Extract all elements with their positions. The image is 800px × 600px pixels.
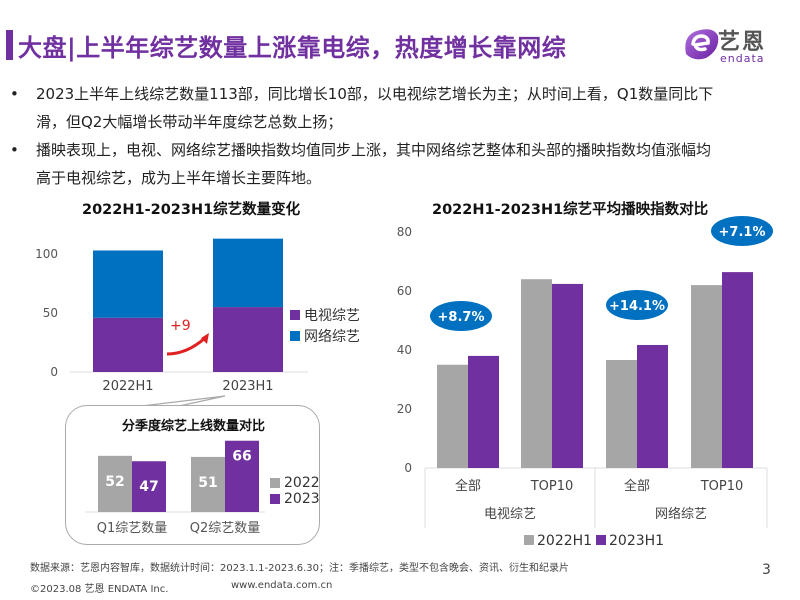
- legend-label: 2022H1: [537, 533, 592, 549]
- page-number: 3: [762, 562, 771, 578]
- growth-badge-label: +14.1%: [609, 299, 665, 314]
- logo-text-en: endata: [720, 52, 765, 65]
- website-link[interactable]: www.endata.com.cn: [231, 580, 333, 591]
- group-label: 电视综艺: [484, 507, 536, 522]
- growth-annotation: +9: [170, 318, 191, 334]
- legend-label: 电视综艺: [304, 308, 360, 324]
- x-tick-label: Q1综艺数量: [97, 521, 168, 536]
- legend-swatch-net: [290, 331, 300, 341]
- legend-label: 2023: [284, 491, 320, 507]
- legend-label: 2023H1: [609, 533, 664, 549]
- legend-item-2023: 2023: [270, 491, 320, 507]
- bar: [191, 456, 225, 512]
- bar: [98, 455, 132, 512]
- legend-label: 网络综艺: [304, 329, 360, 345]
- bar: [225, 440, 259, 512]
- bullet-marker: •: [10, 141, 19, 159]
- endata-logo-icon: [685, 29, 719, 60]
- growth-badge: [711, 216, 773, 246]
- y-tick-label: 50: [43, 306, 58, 320]
- legend-swatch-tv: [290, 310, 300, 320]
- x-tick-label: 全部: [455, 478, 481, 494]
- y-tick-label: 40: [397, 343, 412, 357]
- bar: [637, 344, 668, 468]
- legend-swatch: [596, 535, 606, 545]
- summary-bullets: • 2023上半年上线综艺数量113部，同比增长10部，以电视综艺增长为主；从时…: [10, 80, 790, 192]
- bar-segment: [93, 250, 163, 318]
- bullet-item: • 2023上半年上线综艺数量113部，同比增长10部，以电视综艺增长为主；从时…: [10, 80, 790, 136]
- chart-title-play-index: 2022H1-2023H1综艺平均播映指数对比: [432, 202, 709, 218]
- y-tick-label: 20: [397, 402, 412, 416]
- title-accent-bar: [6, 30, 13, 60]
- bullet-line: 2023上半年上线综艺数量113部，同比增长10部，以电视综艺增长为主；从时间上…: [36, 85, 714, 103]
- bar: [722, 272, 753, 468]
- x-tick-label: Q2综艺数量: [190, 521, 261, 536]
- red-arrow-icon: [166, 333, 209, 356]
- copyright: ©2023.08 艺恩 ENDATA Inc.: [30, 584, 169, 595]
- x-tick-label: 全部: [624, 478, 650, 494]
- bullet-line: 滑，但Q2大幅增长带动半年度综艺总数上扬；: [36, 113, 343, 131]
- legend-item-2022: 2022: [270, 475, 320, 491]
- x-tick-label: 2023H1: [222, 379, 273, 394]
- y-tick-label: 80: [397, 225, 412, 239]
- growth-badge-label: +8.7%: [438, 310, 485, 325]
- quarterly-bar-chart: 52 47 Q1综艺数量 51 66 Q2综艺数量: [85, 440, 265, 536]
- bar-segment: [213, 307, 283, 372]
- y-tick-label: 60: [397, 284, 412, 298]
- legend-swatch-2022: [270, 478, 280, 488]
- chart-title-count-change: 2022H1-2023H1综艺数量变化: [82, 202, 301, 218]
- bullet-marker: •: [10, 85, 19, 103]
- bar: [521, 279, 552, 468]
- endata-logo: 艺恩 endata: [680, 20, 790, 70]
- chart-title-quarterly: 分季度综艺上线数量对比: [122, 419, 266, 434]
- bullet-item: • 播映表现上，电视、网络综艺播映指数均值同步上涨，其中网络综艺整体和头部的播映…: [10, 136, 790, 192]
- logo-text-cn: 艺恩: [718, 30, 767, 55]
- x-tick-label: 2022H1: [102, 379, 153, 394]
- bullet-line: 播映表现上，电视、网络综艺播映指数均值同步上涨，其中网络综艺整体和头部的播映指数…: [36, 141, 712, 159]
- legend-item-net: 网络综艺: [290, 326, 360, 346]
- bullet-line: 高于电视综艺，成为上半年增长主要阵地。: [36, 169, 322, 187]
- bar: [468, 355, 499, 468]
- grouped-bar-chart: 0 20 40 60 80 全部 TOP10 全部 TOP10 电视综艺 网络综艺 +8.7% +14.…: [397, 216, 773, 549]
- data-source-note: 数据来源：艺恩内容智库，数据统计时间：2023.1.1-2023.6.30；注：…: [30, 563, 570, 574]
- data-label: 47: [139, 479, 158, 495]
- legend-label: 2022: [284, 475, 320, 491]
- growth-badge: [430, 301, 492, 331]
- data-label: 51: [198, 475, 217, 491]
- group-label: 网络综艺: [655, 506, 707, 522]
- y-tick-label: 100: [35, 247, 58, 261]
- growth-badge: [606, 290, 668, 320]
- bar-segment: [93, 317, 163, 372]
- stacked-bar-chart: 0 50 100 2022H1 2023H1: [35, 238, 308, 394]
- legend-swatch-2023: [270, 494, 280, 504]
- data-label: 66: [232, 449, 251, 465]
- y-tick-label: 0: [404, 461, 412, 475]
- legend-item-tv: 电视综艺: [290, 305, 360, 325]
- growth-badge-label: +7.1%: [719, 225, 766, 240]
- bar: [606, 360, 637, 468]
- bar: [691, 285, 722, 468]
- bar-segment: [213, 238, 283, 308]
- legend-swatch: [524, 535, 534, 545]
- x-tick-label: TOP10: [700, 479, 744, 494]
- page-title: 大盘|上半年综艺数量上涨靠电综，热度增长靠网综: [18, 34, 567, 62]
- y-tick-label: 0: [50, 365, 58, 379]
- bar: [132, 461, 166, 512]
- bar: [437, 364, 468, 468]
- bar: [552, 283, 583, 468]
- x-tick-label: TOP10: [530, 479, 574, 494]
- data-label: 52: [105, 474, 124, 490]
